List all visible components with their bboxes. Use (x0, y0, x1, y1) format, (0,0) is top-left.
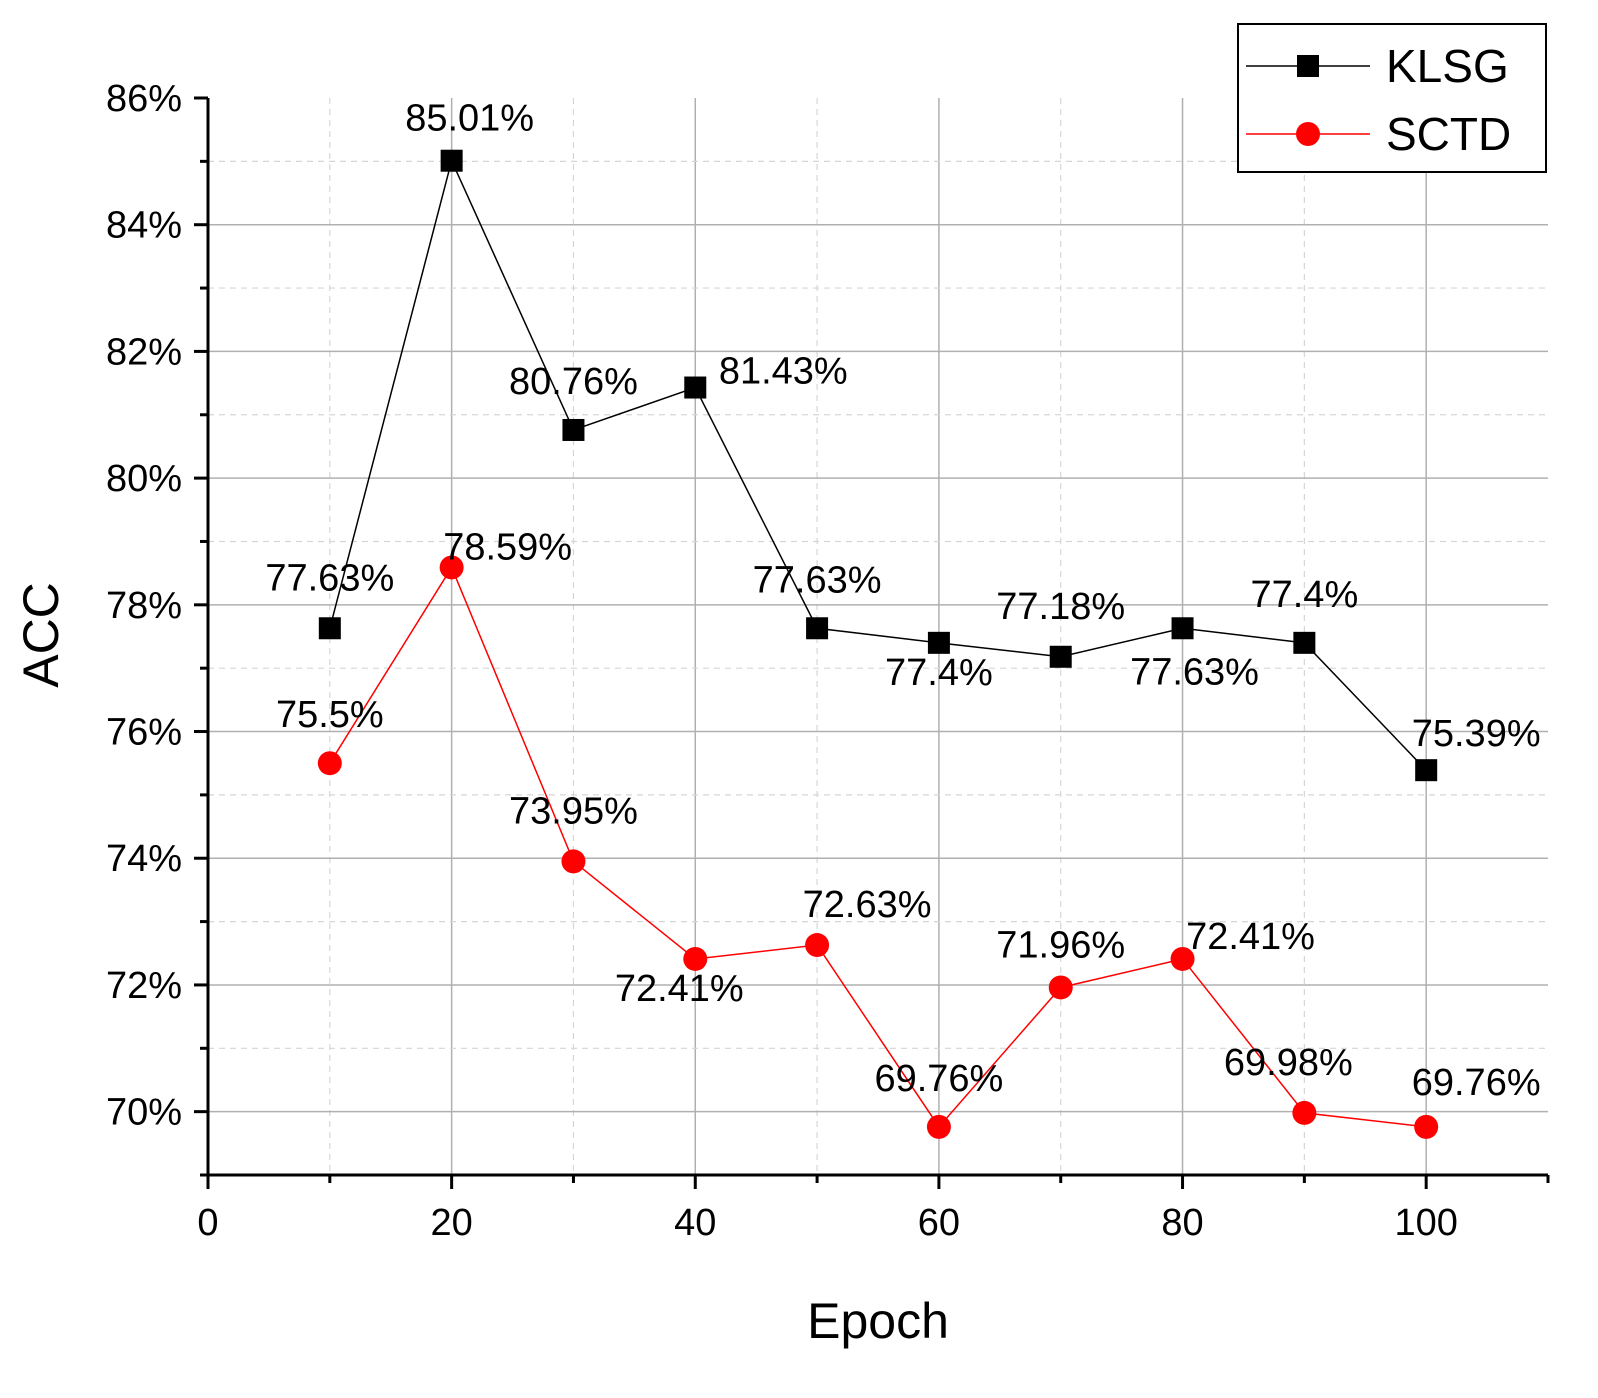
y-tick-label: 80% (106, 458, 182, 500)
data-label: 69.98% (1224, 1042, 1353, 1084)
data-point-square (318, 617, 341, 640)
grid (208, 98, 1548, 1175)
legend-marker-square (1297, 55, 1319, 77)
series-line-sctd (329, 565, 1427, 1129)
y-tick-label: 84% (106, 205, 182, 247)
data-label: 77.4% (885, 652, 993, 694)
y-tick-label: 78% (106, 585, 182, 627)
data-label: 77.63% (265, 557, 394, 599)
data-point-square (927, 631, 950, 654)
legend-box (1237, 23, 1547, 173)
data-point-circle (926, 1114, 951, 1139)
legend-label: SCTD (1386, 108, 1511, 160)
data-label: 73.95% (509, 790, 638, 832)
data-point-square (440, 149, 463, 172)
data-point-square (1171, 617, 1194, 640)
data-point-circle (439, 555, 464, 580)
legend-marker-circle (1296, 122, 1320, 146)
data-label: 85.01% (405, 98, 534, 140)
y-tick-label: 76% (106, 712, 182, 754)
data-label: 77.4% (1250, 574, 1358, 616)
y-axis-title: ACC (13, 582, 69, 688)
data-label: 75.5% (276, 694, 384, 736)
data-point-circle (1170, 946, 1195, 971)
x-tick-label: 20 (430, 1202, 472, 1244)
series (317, 149, 1439, 1139)
data-point-circle (805, 933, 830, 958)
data-labels: 77.63%85.01%80.76% 81.43%77.63%77.4%77.18… (265, 98, 1540, 1104)
data-point-square (1293, 631, 1316, 654)
data-point-circle (1414, 1114, 1439, 1139)
data-point-circle (317, 751, 342, 776)
data-label: 72.63% (803, 884, 932, 926)
data-point-square (1415, 759, 1438, 782)
x-axis-title: Epoch (807, 1293, 949, 1349)
x-tick-label: 40 (674, 1202, 716, 1244)
data-point-circle (1292, 1100, 1317, 1125)
data-point-circle (683, 946, 708, 971)
data-label: 72.41% (615, 968, 744, 1010)
data-point-circle (1048, 975, 1073, 1000)
data-point-circle (561, 849, 586, 874)
data-point-square (806, 617, 829, 640)
data-label: 71.96% (996, 924, 1125, 966)
data-label: 78.59% (443, 526, 572, 568)
data-label: 77.63% (753, 559, 882, 601)
legend: KLSG SCTD (1237, 23, 1547, 173)
data-label: 69.76% (1412, 1062, 1541, 1104)
data-point-square (1049, 645, 1072, 668)
legend-label: KLSG (1386, 40, 1509, 92)
x-tick-label: 80 (1161, 1202, 1203, 1244)
y-tick-label: 82% (106, 331, 182, 373)
x-tick-label: 60 (918, 1202, 960, 1244)
data-label: 69.76% (874, 1058, 1003, 1100)
data-label: 77.18% (996, 586, 1125, 628)
data-point-square (684, 376, 707, 399)
y-tick-label: 74% (106, 838, 182, 880)
data-label: 80.76% (509, 361, 638, 403)
data-label: 81.43% (719, 351, 848, 393)
data-label: 77.63% (1130, 651, 1259, 693)
y-tick-label: 86% (106, 78, 182, 120)
data-label: 75.39% (1412, 713, 1541, 755)
ticks: 0 20 40 60 80 100 70% 72% 74% 76% 78% 80% 82% 84% 86% (106, 78, 1550, 1244)
y-tick-label: 70% (106, 1092, 182, 1134)
data-label: 72.41% (1186, 916, 1315, 958)
y-tick-label: 72% (106, 965, 182, 1007)
axes (206, 98, 1548, 1177)
series-line-klsg (329, 158, 1427, 771)
data-point-square (562, 418, 585, 441)
x-tick-label: 0 (197, 1202, 218, 1244)
x-tick-label: 100 (1394, 1202, 1457, 1244)
